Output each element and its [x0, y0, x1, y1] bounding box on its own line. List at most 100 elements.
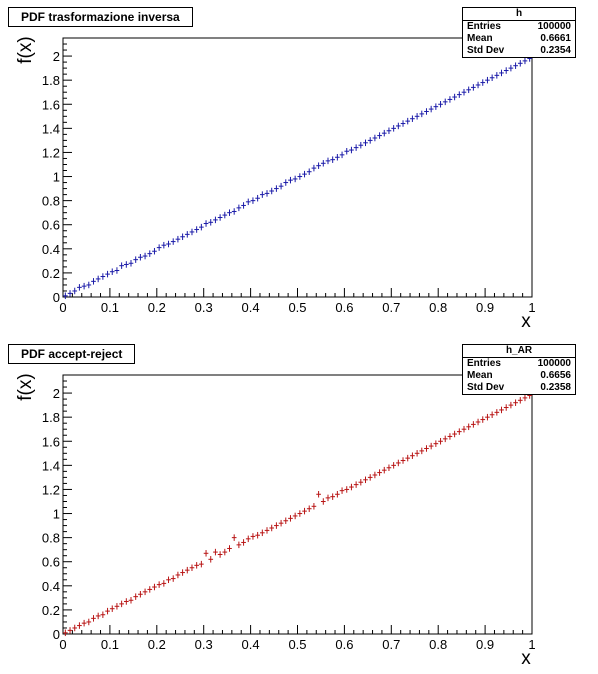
data-point	[424, 445, 429, 452]
y-tick-label: 1	[53, 507, 60, 522]
data-point	[508, 64, 514, 72]
data-point	[199, 560, 204, 568]
x-tick-label: 0.8	[429, 300, 447, 315]
data-point	[297, 510, 303, 517]
x-tick-label: 0.5	[288, 300, 306, 315]
data-point	[81, 282, 87, 290]
data-point	[166, 576, 171, 584]
y-tick-label: 1.8	[42, 73, 60, 88]
y-tick-label: 2	[53, 386, 60, 401]
x-tick-label: 0	[59, 300, 66, 315]
data-point	[231, 208, 237, 215]
data-point	[227, 545, 232, 552]
data-point	[339, 487, 345, 494]
data-point	[236, 204, 242, 212]
x-tick-label: 0.3	[195, 637, 213, 652]
data-point	[269, 187, 275, 195]
data-point	[475, 418, 481, 426]
data-point	[381, 466, 387, 474]
data-point	[138, 253, 143, 261]
data-point	[330, 156, 336, 163]
data-point	[517, 60, 523, 67]
data-point	[119, 262, 124, 269]
data-point	[471, 421, 476, 428]
data-point	[480, 416, 486, 423]
data-point	[381, 129, 387, 137]
chart-accept-reject: 0 0.1 0.2 0.3 0.4 0.5 0.6 0.7 0.8 0.9 1 0 0.2 0.4 0.6 0…	[15, 373, 536, 669]
data-point	[72, 624, 78, 632]
data-point	[358, 141, 364, 149]
data-point	[316, 162, 321, 169]
data-point	[452, 430, 457, 438]
data-point	[213, 216, 218, 224]
data-point	[264, 190, 270, 197]
data-point	[452, 93, 457, 101]
data-point	[316, 491, 321, 498]
data-point	[105, 607, 110, 615]
data-point	[311, 164, 317, 172]
x-tick-label: 1	[528, 300, 535, 315]
data-point	[119, 600, 124, 608]
data-point	[513, 399, 518, 406]
data-point	[161, 241, 167, 249]
plot-frame	[62, 37, 533, 298]
data-point	[391, 125, 396, 132]
data-point	[180, 233, 185, 241]
data-point	[170, 575, 176, 582]
data-point	[386, 464, 392, 472]
data-point	[231, 534, 237, 541]
data-point	[278, 519, 284, 527]
data-point	[367, 474, 373, 481]
data-point	[522, 394, 528, 402]
data-point	[184, 231, 190, 238]
data-point	[152, 583, 157, 591]
data-point	[123, 261, 129, 268]
y-tick-label: 1.2	[42, 145, 60, 160]
data-point	[489, 411, 495, 419]
data-point	[414, 113, 420, 120]
data-point	[63, 629, 68, 637]
data-point	[128, 597, 134, 604]
data-point	[241, 539, 246, 546]
data-point	[353, 481, 359, 488]
stats-value: 100000	[537, 358, 571, 369]
stats-box: h_AR Entries 100000 Mean 0.6656 Std Dev …	[462, 344, 576, 395]
data-point	[189, 228, 195, 236]
stats-row-std-dev: Std Dev 0.2354	[463, 45, 575, 57]
data-point	[138, 590, 143, 598]
stats-value: 0.6661	[540, 33, 571, 44]
data-point	[133, 593, 139, 600]
data-point	[517, 397, 523, 404]
data-point	[475, 81, 481, 89]
data-point	[152, 247, 157, 255]
y-tick-label: 0	[53, 290, 60, 305]
data-point	[306, 505, 312, 512]
data-point	[485, 76, 490, 84]
data-point	[400, 120, 406, 127]
data-point	[203, 220, 209, 227]
data-point	[142, 588, 148, 596]
y-tick-label: 0.4	[42, 579, 60, 594]
data-point	[302, 507, 307, 515]
data-point	[184, 566, 190, 574]
data-point	[91, 615, 96, 622]
data-point	[222, 548, 228, 556]
data-point	[194, 226, 200, 233]
data-point	[166, 240, 171, 248]
data-point	[499, 69, 504, 77]
data-point	[283, 179, 289, 186]
data-point	[325, 157, 331, 165]
data-point	[494, 72, 500, 79]
data-point	[335, 154, 340, 161]
y-tick-label: 0	[53, 627, 60, 642]
y-tick-label: 1.8	[42, 410, 60, 425]
x-tick-label: 0.2	[148, 300, 166, 315]
data-point	[278, 182, 284, 190]
data-point	[325, 494, 331, 502]
y-tick-label: 0.2	[42, 603, 60, 618]
x-tick-label: 0.9	[476, 637, 494, 652]
data-point	[297, 173, 303, 180]
data-point	[424, 108, 429, 115]
data-point	[217, 214, 223, 221]
data-point	[100, 273, 106, 280]
